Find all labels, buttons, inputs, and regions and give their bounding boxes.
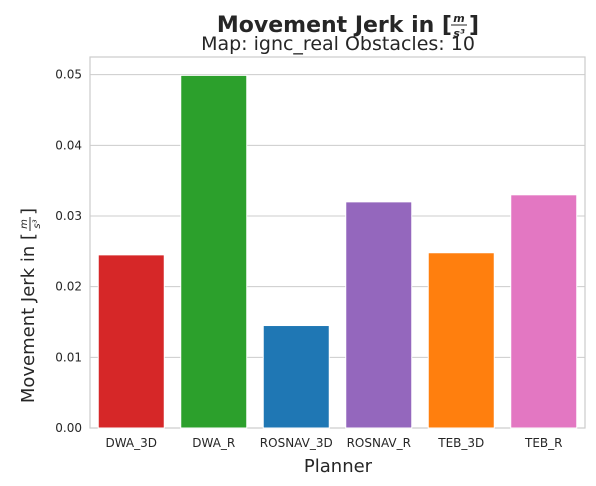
- x-tick-label: DWA_R: [192, 436, 235, 450]
- bar-teb-r: [510, 194, 578, 429]
- title-unit-denominator: s³: [453, 27, 465, 40]
- y-label-unit-denominator: s³: [32, 219, 43, 228]
- y-tick-label: 0.00: [55, 421, 82, 435]
- chart-subtitle: Map: ignc_real Obstacles: 10: [201, 33, 475, 55]
- y-tick-labels: 0.00 0.01 0.02 0.03 0.04 0.05: [55, 68, 82, 435]
- y-tick-label: 0.01: [55, 350, 82, 364]
- x-tick-label: TEB_3D: [437, 436, 484, 450]
- y-label-closing-bracket: ]: [18, 208, 39, 215]
- x-tick-labels: DWA_3D DWA_R ROSNAV_3D ROSNAV_R TEB_3D TEB_R: [105, 436, 562, 450]
- y-tick-label: 0.05: [55, 68, 82, 82]
- y-tick-label: 0.02: [55, 280, 82, 294]
- y-tick-label: 0.04: [55, 138, 82, 152]
- chart-title-text: Movement Jerk in [: [217, 13, 452, 38]
- x-tick-label: ROSNAV_3D: [260, 436, 333, 450]
- bar-dwa-3d: [97, 254, 165, 429]
- x-tick-label: TEB_R: [524, 436, 562, 450]
- bars: [97, 74, 578, 429]
- y-label-unit-numerator: m: [19, 219, 30, 229]
- bar-teb-3d: [427, 252, 495, 429]
- bar-rosnav-3d: [262, 325, 330, 429]
- y-axis-label: Movement Jerk in [ m s³ ]: [18, 208, 43, 403]
- plot-frame: [89, 56, 586, 429]
- chart-title: Movement Jerk in [: [217, 13, 452, 38]
- x-tick-label: DWA_3D: [105, 436, 157, 450]
- x-axis-label: Planner: [304, 456, 373, 477]
- chart-title-unit-fraction: m s³: [451, 12, 467, 40]
- y-tick-label: 0.03: [55, 209, 82, 223]
- bar-rosnav-r: [345, 201, 413, 429]
- title-unit-numerator: m: [453, 12, 464, 25]
- title-closing-bracket: ]: [469, 13, 479, 38]
- bar-dwa-r: [180, 74, 248, 429]
- x-tick-label: ROSNAV_R: [347, 436, 411, 450]
- y-axis-label-text: Movement Jerk in [: [18, 233, 39, 403]
